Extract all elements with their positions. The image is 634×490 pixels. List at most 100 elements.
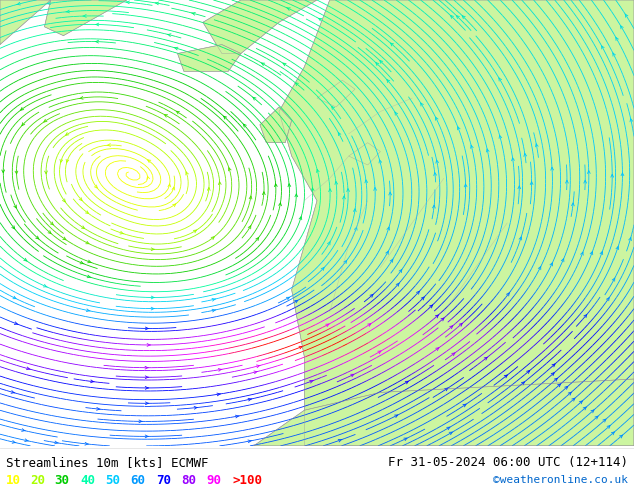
FancyArrowPatch shape bbox=[394, 415, 398, 417]
FancyArrowPatch shape bbox=[21, 107, 23, 110]
FancyArrowPatch shape bbox=[172, 187, 175, 190]
FancyArrowPatch shape bbox=[279, 203, 281, 206]
FancyArrowPatch shape bbox=[145, 387, 149, 390]
FancyArrowPatch shape bbox=[235, 415, 239, 418]
FancyArrowPatch shape bbox=[519, 237, 522, 240]
FancyArrowPatch shape bbox=[174, 47, 178, 50]
FancyArrowPatch shape bbox=[387, 79, 390, 83]
FancyArrowPatch shape bbox=[538, 267, 541, 270]
FancyArrowPatch shape bbox=[619, 435, 623, 438]
FancyArrowPatch shape bbox=[172, 204, 176, 207]
FancyArrowPatch shape bbox=[600, 251, 603, 255]
FancyArrowPatch shape bbox=[321, 268, 324, 270]
FancyArrowPatch shape bbox=[339, 133, 341, 136]
FancyArrowPatch shape bbox=[13, 296, 16, 299]
FancyArrowPatch shape bbox=[581, 252, 583, 255]
FancyArrowPatch shape bbox=[347, 189, 349, 192]
FancyArrowPatch shape bbox=[484, 357, 487, 360]
FancyArrowPatch shape bbox=[36, 236, 39, 239]
FancyArrowPatch shape bbox=[155, 2, 158, 5]
FancyArrowPatch shape bbox=[12, 226, 15, 229]
FancyArrowPatch shape bbox=[22, 429, 25, 431]
FancyArrowPatch shape bbox=[584, 315, 586, 318]
FancyArrowPatch shape bbox=[249, 196, 252, 199]
FancyArrowPatch shape bbox=[584, 180, 586, 183]
FancyArrowPatch shape bbox=[344, 261, 347, 264]
FancyArrowPatch shape bbox=[15, 322, 18, 324]
FancyArrowPatch shape bbox=[335, 181, 338, 184]
FancyArrowPatch shape bbox=[248, 398, 252, 401]
FancyArrowPatch shape bbox=[607, 426, 610, 428]
FancyArrowPatch shape bbox=[295, 194, 298, 197]
FancyArrowPatch shape bbox=[91, 380, 94, 383]
FancyArrowPatch shape bbox=[621, 173, 624, 176]
FancyArrowPatch shape bbox=[287, 297, 290, 300]
FancyArrowPatch shape bbox=[145, 376, 149, 379]
FancyArrowPatch shape bbox=[25, 439, 29, 441]
FancyArrowPatch shape bbox=[15, 171, 18, 174]
FancyArrowPatch shape bbox=[470, 146, 473, 148]
FancyArrowPatch shape bbox=[147, 176, 150, 179]
FancyArrowPatch shape bbox=[380, 61, 383, 63]
FancyArrowPatch shape bbox=[404, 438, 407, 441]
FancyArrowPatch shape bbox=[217, 393, 221, 396]
FancyArrowPatch shape bbox=[396, 283, 399, 286]
Polygon shape bbox=[254, 379, 634, 446]
FancyArrowPatch shape bbox=[86, 241, 89, 244]
FancyArrowPatch shape bbox=[145, 402, 149, 405]
FancyArrowPatch shape bbox=[295, 83, 299, 86]
FancyArrowPatch shape bbox=[390, 259, 393, 262]
FancyArrowPatch shape bbox=[458, 127, 460, 130]
FancyArrowPatch shape bbox=[87, 260, 91, 263]
FancyArrowPatch shape bbox=[374, 188, 377, 191]
FancyArrowPatch shape bbox=[11, 391, 15, 393]
FancyArrowPatch shape bbox=[243, 124, 247, 127]
FancyArrowPatch shape bbox=[432, 205, 436, 208]
FancyArrowPatch shape bbox=[613, 53, 616, 56]
Text: 90: 90 bbox=[207, 474, 222, 487]
FancyArrowPatch shape bbox=[452, 353, 455, 356]
FancyArrowPatch shape bbox=[48, 231, 51, 234]
FancyArrowPatch shape bbox=[579, 401, 583, 404]
FancyArrowPatch shape bbox=[524, 153, 527, 156]
FancyArrowPatch shape bbox=[583, 407, 586, 410]
FancyArrowPatch shape bbox=[353, 209, 356, 212]
FancyArrowPatch shape bbox=[47, 2, 51, 4]
FancyArrowPatch shape bbox=[283, 63, 286, 66]
FancyArrowPatch shape bbox=[79, 197, 82, 200]
FancyArrowPatch shape bbox=[518, 186, 521, 189]
FancyArrowPatch shape bbox=[368, 324, 371, 326]
FancyArrowPatch shape bbox=[611, 174, 614, 177]
Text: 40: 40 bbox=[80, 474, 95, 487]
FancyArrowPatch shape bbox=[612, 278, 615, 281]
FancyArrowPatch shape bbox=[588, 171, 590, 173]
FancyArrowPatch shape bbox=[451, 16, 453, 19]
FancyArrowPatch shape bbox=[399, 270, 402, 272]
Text: 80: 80 bbox=[181, 474, 197, 487]
Text: 10: 10 bbox=[6, 474, 22, 487]
FancyArrowPatch shape bbox=[561, 259, 564, 262]
Text: 20: 20 bbox=[30, 474, 46, 487]
FancyArrowPatch shape bbox=[96, 408, 100, 410]
FancyArrowPatch shape bbox=[81, 226, 84, 228]
FancyArrowPatch shape bbox=[176, 111, 179, 114]
FancyArrowPatch shape bbox=[550, 263, 552, 266]
FancyArrowPatch shape bbox=[405, 381, 408, 384]
FancyArrowPatch shape bbox=[530, 182, 533, 185]
FancyArrowPatch shape bbox=[218, 368, 222, 371]
FancyArrowPatch shape bbox=[338, 440, 342, 442]
FancyArrowPatch shape bbox=[228, 168, 231, 171]
FancyArrowPatch shape bbox=[621, 26, 623, 29]
FancyArrowPatch shape bbox=[554, 378, 557, 381]
FancyArrowPatch shape bbox=[376, 63, 379, 66]
FancyArrowPatch shape bbox=[421, 297, 424, 300]
FancyArrowPatch shape bbox=[85, 442, 89, 445]
FancyArrowPatch shape bbox=[299, 346, 303, 349]
FancyArrowPatch shape bbox=[14, 205, 16, 208]
FancyArrowPatch shape bbox=[385, 251, 388, 254]
FancyArrowPatch shape bbox=[535, 144, 538, 147]
FancyArrowPatch shape bbox=[55, 441, 58, 444]
FancyArrowPatch shape bbox=[449, 432, 452, 435]
FancyArrowPatch shape bbox=[568, 392, 571, 395]
FancyArrowPatch shape bbox=[288, 184, 291, 187]
